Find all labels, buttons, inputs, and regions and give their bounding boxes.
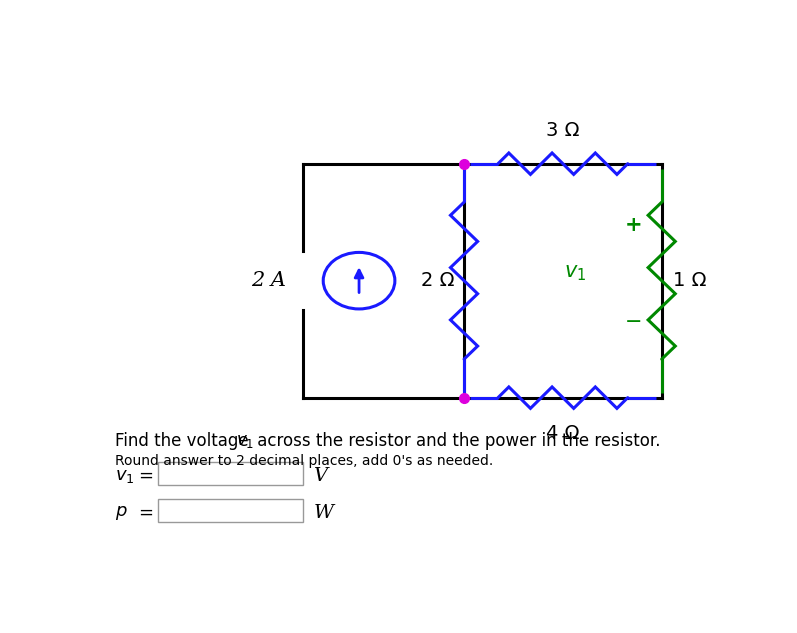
FancyBboxPatch shape [159, 462, 304, 486]
Text: $v_1$: $v_1$ [236, 432, 253, 450]
Text: Find the voltage: Find the voltage [115, 432, 254, 450]
Text: 2 Ω: 2 Ω [422, 271, 455, 290]
Text: 4 Ω: 4 Ω [546, 425, 579, 444]
Text: $v_1$: $v_1$ [564, 263, 587, 283]
Text: =: = [139, 467, 154, 485]
Text: Round answer to 2 decimal places, add 0's as needed.: Round answer to 2 decimal places, add 0'… [115, 454, 493, 468]
Text: 1 Ω: 1 Ω [673, 271, 706, 290]
Text: +: + [625, 215, 642, 235]
FancyBboxPatch shape [159, 499, 304, 522]
Text: 2 A: 2 A [251, 271, 286, 290]
Text: 3 Ω: 3 Ω [546, 122, 579, 141]
Text: V: V [313, 467, 328, 485]
Text: $v_1$: $v_1$ [115, 467, 135, 485]
Text: across the resistor and the power in the resistor.: across the resistor and the power in the… [252, 432, 661, 450]
Text: W: W [313, 504, 333, 522]
Text: $p$: $p$ [115, 504, 128, 522]
Text: −: − [625, 312, 642, 332]
Text: =: = [139, 504, 154, 522]
